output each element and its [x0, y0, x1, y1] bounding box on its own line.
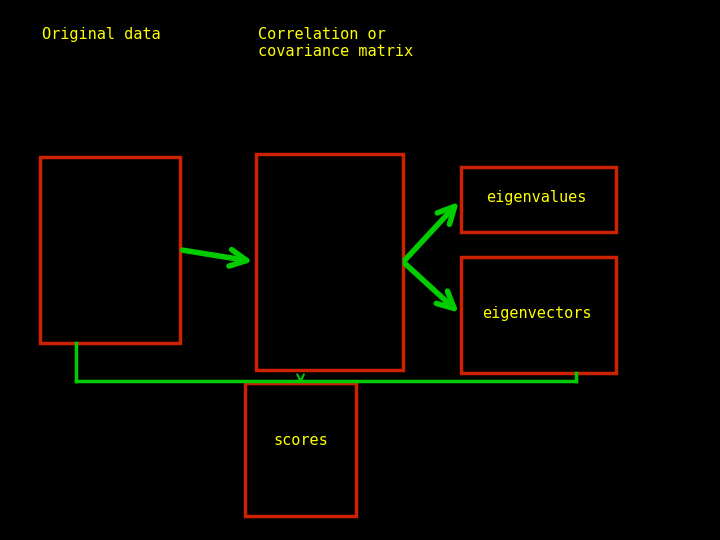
Bar — [461, 167, 616, 232]
Bar — [40, 157, 180, 343]
Bar — [461, 256, 616, 373]
Bar — [245, 383, 356, 516]
Text: eigenvalues: eigenvalues — [486, 190, 587, 205]
Text: scores: scores — [274, 433, 328, 448]
Bar — [256, 154, 403, 370]
Text: Original data: Original data — [42, 27, 161, 42]
Text: Correlation or
covariance matrix: Correlation or covariance matrix — [258, 27, 413, 59]
Text: eigenvectors: eigenvectors — [482, 306, 591, 321]
